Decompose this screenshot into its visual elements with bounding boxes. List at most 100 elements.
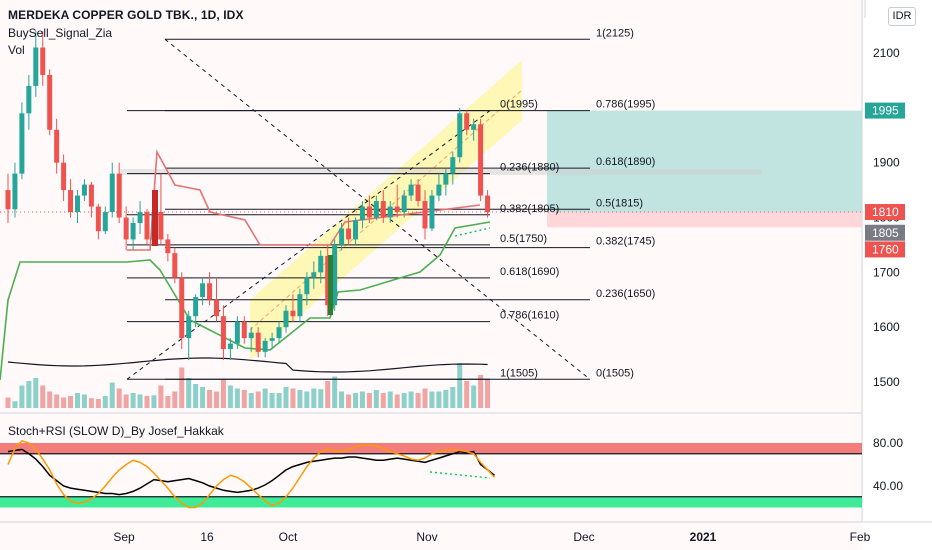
volume-bar <box>478 375 484 408</box>
volume-bar <box>102 396 108 408</box>
candle-body <box>220 316 226 350</box>
candle-body <box>123 217 129 240</box>
candle-body <box>262 340 268 352</box>
candle-body <box>346 228 352 240</box>
oscillator-title: Stoch+RSI (SLOW D)_By Josef_Hakkak <box>8 424 224 438</box>
candle-body <box>408 184 414 196</box>
volume-bar <box>116 388 122 408</box>
volume-bar <box>394 394 400 408</box>
candle-body <box>283 310 289 328</box>
candle-body <box>457 113 463 158</box>
oscillator-divergence-line <box>429 471 491 479</box>
volume-bar <box>144 396 150 408</box>
volume-bar <box>485 379 491 408</box>
currency-button[interactable]: IDR <box>888 7 916 26</box>
volume-bar <box>325 381 331 408</box>
price-label-badge <box>865 102 905 119</box>
volume-bar <box>429 391 435 408</box>
candle-body <box>450 157 456 174</box>
candle-body <box>269 338 275 341</box>
candle-body <box>255 332 261 352</box>
fib-level-label: 0.5(1750) <box>500 233 547 245</box>
candle-body <box>304 277 310 295</box>
volume-bar <box>200 387 206 408</box>
volume-bar <box>387 391 393 408</box>
volume-bar <box>207 390 213 408</box>
indicator-buysell-label: BuySell_Signal_Zia <box>8 26 113 40</box>
fib-level-label: 0.786(1610) <box>500 310 559 322</box>
price-label-text: 1760 <box>872 242 899 256</box>
candle-body <box>207 283 213 300</box>
volume-bar <box>353 393 358 408</box>
fib-level-label: 0.236(1650) <box>596 288 655 300</box>
candle-body <box>443 173 449 185</box>
candle-body <box>61 162 67 191</box>
price-label-text: 1805 <box>872 226 899 240</box>
volume-bar <box>471 385 477 408</box>
volume-bar <box>311 388 317 408</box>
time-axis-tick: 2021 <box>690 530 717 544</box>
candle-body <box>248 332 254 339</box>
candle-body <box>297 294 303 317</box>
candle-body <box>478 124 484 196</box>
volume-bar <box>179 367 185 408</box>
volume-bar <box>88 398 94 408</box>
volume-bar <box>422 388 428 408</box>
volume-bar <box>436 391 442 408</box>
candle-body <box>290 310 296 317</box>
candle-body <box>109 173 115 213</box>
volume-bar <box>283 387 289 408</box>
volume-bar <box>359 391 365 408</box>
candle-body <box>353 220 358 240</box>
volume-bar <box>123 394 129 408</box>
candle-body <box>214 299 219 317</box>
candle-body <box>339 228 345 245</box>
volume-bar <box>241 390 247 408</box>
candle-body <box>75 195 80 213</box>
volume-bar <box>373 390 379 408</box>
volume-bar <box>262 388 268 408</box>
volume-bar <box>193 384 199 408</box>
volume-bar <box>5 397 11 408</box>
take-profit-zone <box>547 110 862 213</box>
price-label-text: 1995 <box>872 104 899 118</box>
volume-bar <box>61 397 67 408</box>
volume-bar <box>401 393 407 408</box>
channel-midline <box>249 89 523 331</box>
volume-bar <box>95 399 101 408</box>
candle-body <box>144 212 150 240</box>
candle-body <box>81 184 87 196</box>
price-axis-background <box>862 0 932 550</box>
time-axis-tick: Feb <box>850 530 871 544</box>
volume-bar <box>75 393 80 408</box>
volume-bar <box>297 390 303 408</box>
fib-level-label: 0(1505) <box>596 367 634 379</box>
fib-level-label: 0.618(1890) <box>596 156 655 168</box>
volume-bar <box>269 393 275 408</box>
volume-bar <box>415 393 421 408</box>
price-label-badge <box>865 224 905 241</box>
candle-body <box>485 195 491 213</box>
candle-body <box>158 212 164 240</box>
candle-body <box>241 321 247 339</box>
volume-bar <box>276 393 282 408</box>
volume-bar <box>366 393 372 408</box>
price-axis-tick: 1500 <box>873 375 900 389</box>
candle-body <box>130 222 136 240</box>
volume-bar <box>12 401 18 408</box>
volume-bar <box>255 391 261 408</box>
candle-body <box>165 239 171 254</box>
indicator-volume-label: Vol <box>8 43 25 57</box>
volume-bar <box>151 395 157 408</box>
oscillator-oversold-band <box>0 496 862 508</box>
candle-body <box>464 113 470 130</box>
time-axis-tick: Sep <box>113 530 135 544</box>
volume-bar <box>33 378 39 408</box>
fib-level-label: 0.382(1805) <box>500 203 559 215</box>
candle-body <box>193 297 199 317</box>
volume-bar <box>450 387 456 408</box>
fib-level-label: 0.786(1995) <box>596 99 655 111</box>
